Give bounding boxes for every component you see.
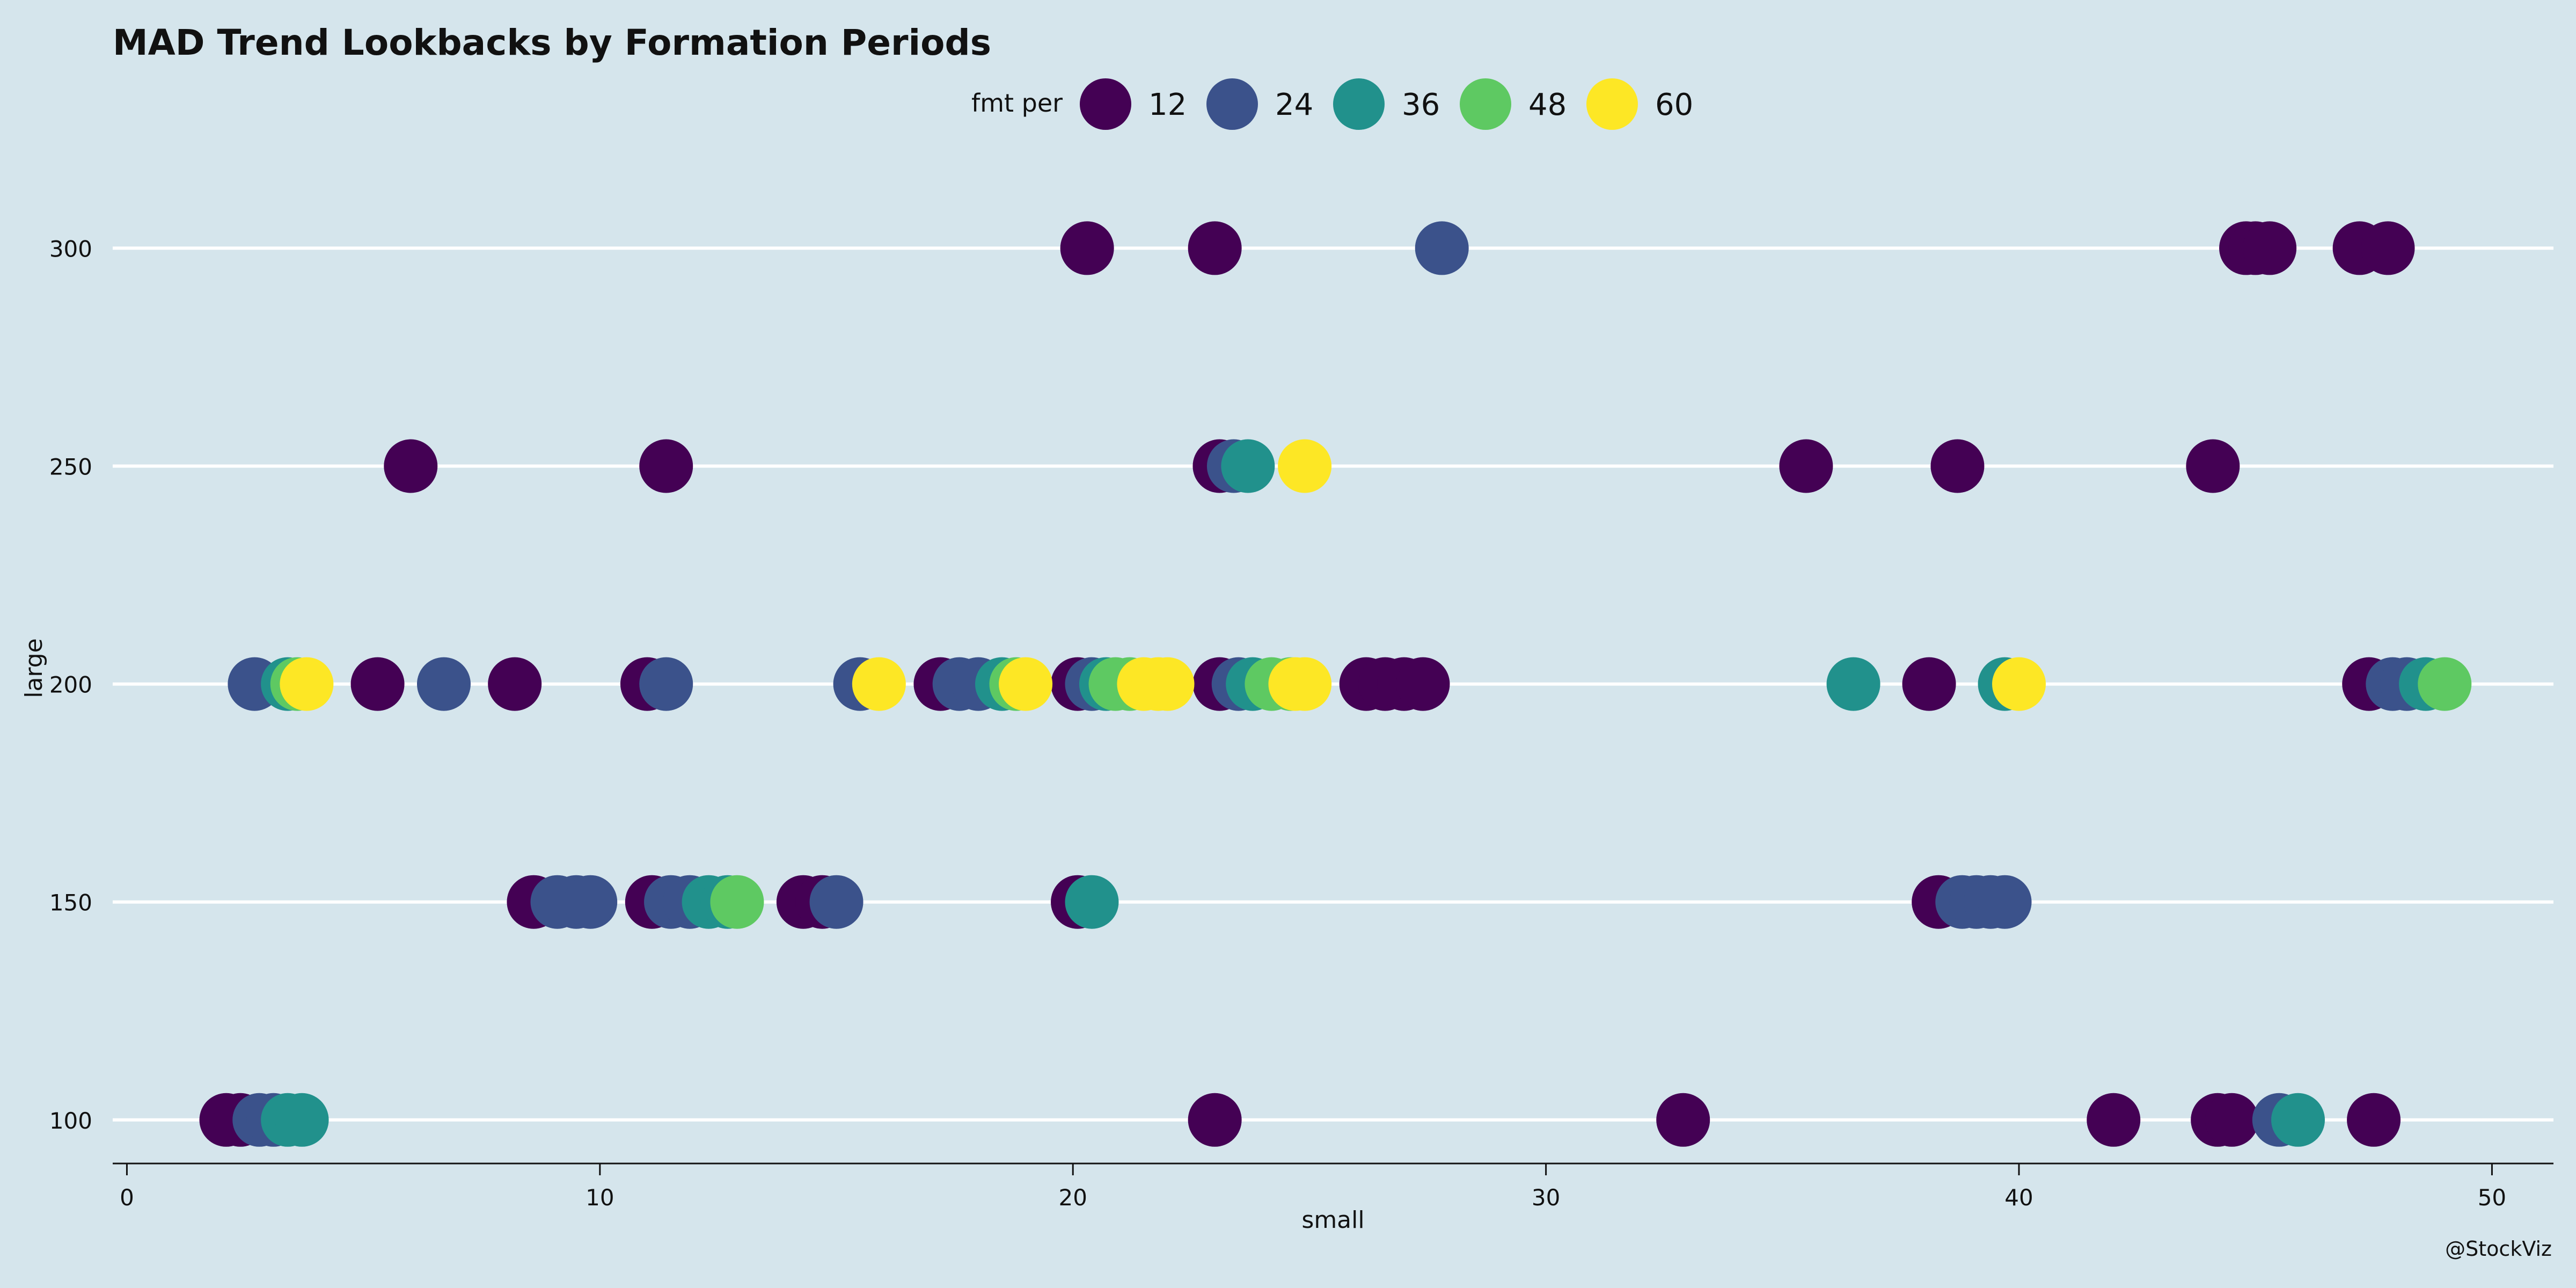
point-fmt-24 — [809, 875, 863, 929]
legend-marker-36 — [1333, 78, 1385, 130]
point-fmt-36 — [2271, 1093, 2325, 1147]
x-tick-label: 30 — [1532, 1184, 1560, 1211]
point-fmt-12 — [639, 439, 693, 493]
legend-marker-60 — [1586, 78, 1638, 130]
point-fmt-24 — [564, 875, 618, 929]
point-fmt-36 — [275, 1093, 329, 1147]
credit-text: @StockViz — [2445, 1237, 2552, 1261]
legend-items: 12 24 36 48 60 — [1080, 78, 1693, 130]
y-ticks: 100 150 200 250 300 — [49, 236, 92, 1133]
point-fmt-48 — [2418, 657, 2472, 711]
legend-label-24: 24 — [1275, 87, 1313, 122]
point-fmt-12 — [488, 657, 542, 711]
x-tick-label: 50 — [2478, 1184, 2506, 1211]
point-fmt-60 — [999, 657, 1053, 711]
point-fmt-48 — [710, 875, 764, 929]
x-tick-label: 0 — [120, 1184, 134, 1211]
point-fmt-12 — [2087, 1093, 2141, 1147]
point-fmt-60 — [1278, 657, 1332, 711]
point-fmt-12 — [1902, 657, 1956, 711]
legend-label-36: 36 — [1402, 87, 1440, 122]
legend-marker-24 — [1206, 78, 1258, 130]
point-fmt-12 — [2347, 1093, 2401, 1147]
point-fmt-24 — [1415, 221, 1469, 275]
x-tick-label: 40 — [2004, 1184, 2033, 1211]
y-tick-label: 300 — [49, 236, 92, 262]
legend: fmt per 12 24 36 48 60 — [971, 78, 1693, 130]
point-fmt-60 — [280, 657, 334, 711]
x-axis-label: small — [1301, 1206, 1364, 1234]
y-tick-label: 100 — [49, 1108, 92, 1134]
point-fmt-36 — [1826, 657, 1880, 711]
point-fmt-12 — [2361, 221, 2415, 275]
legend-label-48: 48 — [1528, 87, 1567, 122]
x-tick-label: 20 — [1059, 1184, 1087, 1211]
point-fmt-12 — [1396, 657, 1450, 711]
legend-marker-48 — [1460, 78, 1511, 130]
point-fmt-24 — [1978, 875, 2032, 929]
x-ticks: 0 10 20 30 40 50 — [120, 1163, 2506, 1211]
y-tick-label: 250 — [49, 454, 92, 480]
legend-label-12: 12 — [1148, 87, 1187, 122]
y-axis-label: large — [20, 638, 48, 698]
x-tick-label: 10 — [586, 1184, 614, 1211]
point-fmt-12 — [1060, 221, 1114, 275]
point-fmt-12 — [1188, 1093, 1242, 1147]
point-fmt-60 — [1278, 439, 1332, 493]
y-tick-label: 150 — [49, 890, 92, 916]
point-fmt-24 — [639, 657, 693, 711]
point-fmt-36 — [1065, 875, 1119, 929]
chart-title: MAD Trend Lookbacks by Formation Periods — [113, 22, 991, 63]
point-fmt-12 — [2243, 221, 2297, 275]
legend-title: fmt per — [971, 89, 1063, 118]
points-layer — [199, 221, 2472, 1147]
grid-lines — [113, 246, 2553, 1122]
legend-label-60: 60 — [1655, 87, 1693, 122]
point-fmt-12 — [1779, 439, 1833, 493]
point-fmt-12 — [1188, 221, 1242, 275]
point-fmt-24 — [416, 657, 471, 711]
y-tick-label: 200 — [49, 672, 92, 698]
point-fmt-12 — [1930, 439, 1985, 493]
point-fmt-60 — [1140, 657, 1195, 711]
point-fmt-60 — [1992, 657, 2046, 711]
legend-marker-12 — [1080, 78, 1131, 130]
point-fmt-60 — [852, 657, 906, 711]
point-fmt-12 — [1656, 1093, 1710, 1147]
point-fmt-12 — [350, 657, 405, 711]
point-fmt-12 — [2205, 1093, 2259, 1147]
point-fmt-12 — [2186, 439, 2240, 493]
point-fmt-12 — [384, 439, 438, 493]
point-fmt-36 — [1221, 439, 1275, 493]
